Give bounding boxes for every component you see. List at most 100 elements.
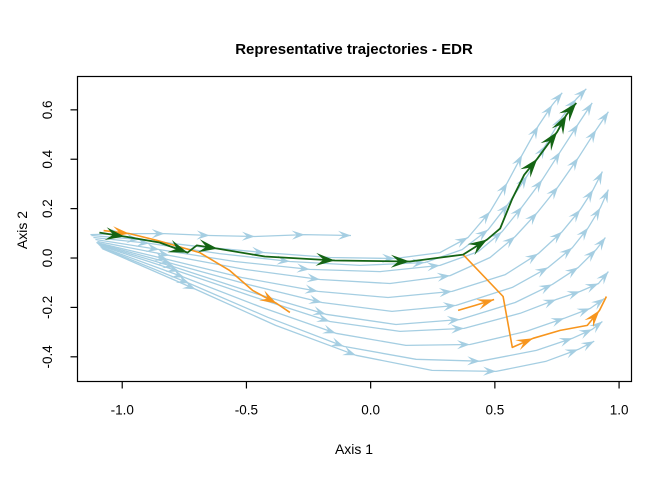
background-trajectory-9-arrowhead (542, 299, 557, 309)
background-trajectory-2-arrowhead (550, 92, 563, 106)
x-axis-label: Axis 1 (334, 441, 374, 457)
background-trajectory-11-arrowhead (330, 337, 344, 347)
background-trajectory-2-arrowhead (541, 104, 553, 119)
representative-trajectory-green-arrowhead (520, 158, 538, 178)
background-trajectory-3-arrowhead (475, 229, 489, 242)
background-trajectory-3-arrowhead (534, 145, 546, 160)
representative-trajectory-green-arrowhead (315, 252, 335, 266)
background-trajectory-8-arrowhead (538, 284, 553, 295)
representative-trajectory-orange-1 (103, 226, 291, 314)
background-trajectory-9-arrowhead (596, 271, 609, 285)
background-trajectory-4-arrowhead (145, 243, 160, 253)
background-trajectory-6 (96, 171, 603, 299)
background-trajectory-6-arrowhead (568, 209, 581, 223)
representative-trajectory-green-arrowhead (467, 239, 488, 256)
background-trajectory-11 (101, 246, 603, 366)
representative-trajectory-orange-3 (457, 298, 495, 312)
background-trajectory-2-arrowhead (496, 182, 508, 197)
background-trajectory-3-arrowhead (564, 99, 577, 112)
x-tick-label: -1.0 (111, 403, 134, 418)
background-trajectory-7-path (97, 189, 609, 313)
background-trajectory-12-arrowhead (182, 280, 196, 290)
x-tick-label: 1.0 (610, 403, 629, 418)
background-trajectory-8 (98, 237, 606, 326)
background-trajectory-10-arrowhead (457, 340, 470, 350)
representative-trajectory-green-arrowhead (104, 227, 125, 240)
background-trajectory-9-arrowhead (165, 263, 180, 272)
background-trajectory-2-arrowhead (454, 237, 468, 248)
background-trajectory-5-arrowhead (597, 111, 609, 126)
plot-border (76, 75, 633, 383)
background-trajectory-4-arrowhead (581, 102, 593, 117)
representative-trajectory-green-arrowhead (167, 240, 188, 253)
background-trajectory-6-path (96, 171, 603, 299)
background-trajectory-12-arrowhead (564, 349, 579, 359)
background-trajectory-5-arrowhead (156, 248, 170, 258)
representative-trajectory-green-arrowhead (197, 239, 218, 253)
background-trajectory-5-arrowhead (567, 157, 579, 171)
background-trajectory-6-arrowhead (549, 231, 563, 244)
representative-trajectory-orange-2-arrowhead (584, 310, 600, 328)
y-tick-label: 0.6 (40, 100, 55, 119)
background-trajectory-11-arrowhead (589, 321, 603, 334)
background-trajectory-11-arrowhead (578, 329, 593, 339)
background-trajectory-7-arrowhead (598, 189, 609, 204)
background-trajectory-8-arrowhead (564, 267, 579, 279)
background-trajectory-7-arrowhead (576, 227, 589, 241)
background-trajectory-2-arrowhead (528, 125, 539, 140)
background-trajectory-5-arrowhead (585, 129, 597, 144)
background-trajectory-12 (102, 248, 595, 376)
background-trajectory-4-arrowhead (510, 206, 523, 220)
background-trajectory-8-arrowhead (446, 315, 461, 326)
background-trajectory-10 (100, 246, 605, 350)
background-trajectory-5 (97, 111, 609, 285)
background-trajectory-5-arrowhead (502, 236, 516, 249)
background-trajectory-6-arrowhead (304, 284, 318, 294)
background-trajectory-2 (91, 92, 563, 263)
background-trajectory-4-arrowhead (549, 151, 561, 166)
x-tick-label: -0.5 (235, 403, 258, 418)
representative-trajectory-green-arrowhead (551, 114, 567, 135)
background-trajectory-7-arrowhead (442, 302, 457, 312)
background-trajectory-10-arrowhead (170, 268, 185, 278)
background-trajectory-1-arrowhead (196, 230, 210, 240)
representative-trajectory-green-arrowhead (559, 102, 577, 122)
background-trajectory-4-arrowhead (426, 262, 440, 272)
chart-title: Representative trajectories - EDR (235, 41, 473, 58)
background-trajectory-4-arrowhead (530, 179, 543, 193)
background-trajectory-11-arrowhead (558, 338, 573, 347)
background-trajectory-8-arrowhead (583, 249, 597, 262)
background-trajectory-8-arrowhead (593, 237, 606, 251)
background-trajectory-6-arrowhead (524, 253, 539, 265)
background-trajectory-10-arrowhead (550, 318, 565, 327)
background-trajectory-10-arrowhead (322, 324, 336, 334)
background-trajectory-9 (99, 244, 609, 334)
background-trajectory-4-arrowhead (567, 123, 579, 138)
representative-trajectory-orange-1-arrowhead (259, 290, 277, 304)
background-trajectory-12-arrowhead (580, 341, 595, 352)
background-trajectory-3-arrowhead (496, 203, 509, 217)
representative-trajectory-orange-3-arrowhead (476, 299, 495, 310)
background-trajectory-6-arrowhead (582, 189, 594, 203)
background-trajectory-8-arrowhead (312, 306, 326, 315)
y-tick-label: 0.0 (40, 249, 55, 268)
background-trajectory-9-arrowhead (450, 324, 465, 334)
background-trajectory-5-arrowhead (436, 272, 451, 282)
background-trajectory-6-arrowhead (438, 288, 453, 298)
x-tick-label: 0.5 (485, 403, 504, 418)
background-trajectory-11-arrowhead (467, 356, 481, 366)
background-trajectory-2-arrowhead (512, 154, 523, 169)
background-trajectory-5-arrowhead (525, 212, 538, 226)
background-trajectory-11-arrowhead (175, 274, 190, 284)
y-tick-label: 0.2 (40, 199, 55, 218)
background-trajectory-4-arrowhead (296, 263, 310, 273)
background-trajectory-1-arrowhead (291, 230, 305, 240)
background-trajectory-9-arrowhead (566, 291, 581, 300)
background-trajectory-7-arrowhead (308, 294, 322, 304)
background-trajectory-7-arrowhead (559, 247, 573, 260)
background-trajectory-12-path (102, 248, 595, 373)
y-tick-label: -0.2 (40, 296, 55, 319)
background-trajectory-10-arrowhead (591, 298, 605, 310)
